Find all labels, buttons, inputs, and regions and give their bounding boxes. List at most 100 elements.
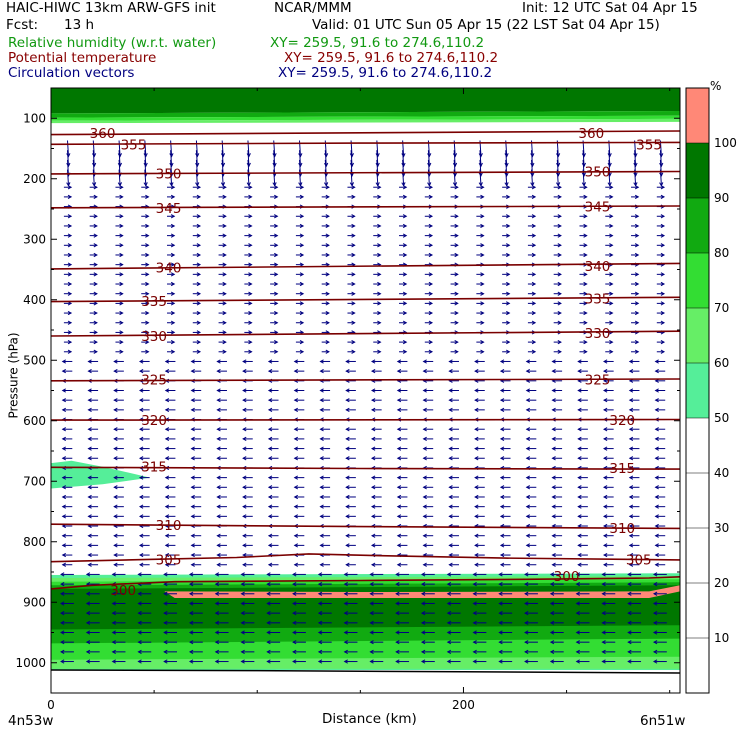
wind-vector-head <box>351 272 356 277</box>
wind-vector-head <box>583 252 588 258</box>
wind-vector-head <box>266 611 271 616</box>
wind-vector-129 <box>295 194 305 200</box>
wind-vector-head <box>164 369 170 374</box>
wind-vector-head <box>351 243 356 248</box>
wind-vector-747 <box>138 446 150 451</box>
wind-vector-head <box>196 339 202 345</box>
wind-vector-head <box>628 533 634 538</box>
wind-vector-38 <box>427 150 432 168</box>
wind-vector-608 <box>267 388 279 393</box>
wind-vector-1049 <box>499 562 511 567</box>
wind-vector-head <box>603 562 608 567</box>
wind-vector-head <box>113 514 118 519</box>
wind-vector-1014 <box>216 552 227 558</box>
wind-vector-head <box>422 446 427 451</box>
wind-vector-head <box>93 214 98 219</box>
wind-vector-head <box>557 320 562 325</box>
wind-vector-346 <box>321 281 330 287</box>
wind-vector-head <box>474 494 479 500</box>
wind-vector-head <box>499 407 505 412</box>
wind-vector-1254 <box>214 649 229 654</box>
wind-vector-head <box>345 504 350 509</box>
wind-vector-head <box>531 281 537 287</box>
wind-vector-1149 <box>601 601 616 606</box>
wind-vector-head <box>499 388 505 393</box>
wind-vector-head <box>222 262 227 267</box>
wind-vector-head <box>319 562 324 567</box>
wind-vector-head <box>499 533 505 538</box>
wind-vector-981 <box>603 533 614 538</box>
wind-vector-1230 <box>214 640 229 645</box>
wind-vector-head <box>427 162 432 168</box>
wind-vector-head <box>351 320 356 325</box>
wind-vector-1271 <box>652 649 667 654</box>
wind-vector-1231 <box>240 640 255 645</box>
wind-vector-247 <box>244 243 253 248</box>
wind-vector-709 <box>396 427 408 432</box>
wind-vector-head <box>345 407 350 412</box>
field-name-rh: Relative humidity (w.r.t. water) <box>8 35 217 51</box>
wind-vector-1241 <box>498 640 513 645</box>
wind-vector-628 <box>164 398 176 403</box>
wind-vector-700 <box>164 427 176 432</box>
wind-vector-head <box>349 162 354 168</box>
wind-vector-head <box>428 291 434 296</box>
wind-vector-553 <box>87 369 99 374</box>
wind-vector-head <box>472 611 477 616</box>
wind-vector-head <box>396 427 402 432</box>
wind-vector-230 <box>424 233 434 238</box>
wind-vector-head <box>343 611 348 616</box>
wind-vector-997 <box>396 543 408 548</box>
wind-vector-370 <box>321 291 330 296</box>
wind-vector-670 <box>628 407 640 412</box>
rh-region-4 <box>51 460 150 489</box>
wind-vector-859 <box>551 485 563 490</box>
wind-vector-1057 <box>85 572 100 577</box>
wind-vector-39 <box>452 150 458 168</box>
wind-vector-1151 <box>652 601 667 606</box>
wind-vector-head <box>370 543 376 548</box>
wind-vector-771 <box>138 456 150 461</box>
wind-vector-168 <box>63 214 73 219</box>
wind-vector-285 <box>605 252 614 258</box>
wind-vector-head <box>402 291 408 296</box>
wind-vector-460 <box>167 330 176 335</box>
wind-vector-head <box>292 649 297 654</box>
wind-vector-421 <box>399 310 408 316</box>
wind-vector-459 <box>141 330 150 335</box>
wind-vector-shaft <box>170 150 173 167</box>
wind-vector-392 <box>270 301 279 306</box>
wind-vector-528 <box>61 359 73 364</box>
wind-vector-head <box>113 504 118 509</box>
wind-vector-head <box>654 514 659 519</box>
wind-vector-head <box>609 320 614 325</box>
wind-vector-1177 <box>85 620 100 625</box>
wind-vector-215 <box>656 223 666 229</box>
wind-vector-500 <box>579 339 588 345</box>
wind-vector-856 <box>474 485 485 490</box>
wind-vector-head <box>87 485 92 490</box>
wind-vector-head <box>506 252 511 258</box>
wind-vector-head <box>119 214 124 219</box>
wind-vector-head <box>446 581 452 587</box>
wind-vector-385 <box>89 301 98 306</box>
wind-vector-head <box>454 301 459 306</box>
wind-vector-head <box>634 281 640 287</box>
wind-vector-561 <box>293 369 305 374</box>
wind-vector-353 <box>502 281 511 287</box>
wind-vector-head <box>87 514 92 519</box>
wind-vector-617 <box>499 388 511 393</box>
wind-vector-head <box>634 339 640 345</box>
wind-vector-head <box>660 349 666 354</box>
wind-vector-head <box>113 436 118 442</box>
wind-vector-656 <box>267 407 279 412</box>
wind-vector-360 <box>63 291 73 296</box>
wind-vector-636 <box>370 398 382 403</box>
wind-vector-head <box>506 194 511 200</box>
wind-vector-head <box>242 398 247 403</box>
wind-vector-388 <box>167 301 176 306</box>
wind-vector-head <box>138 533 144 538</box>
wind-vector-450 <box>527 320 537 325</box>
wind-vector-head <box>137 591 142 596</box>
wind-vector-1088 <box>266 581 281 587</box>
